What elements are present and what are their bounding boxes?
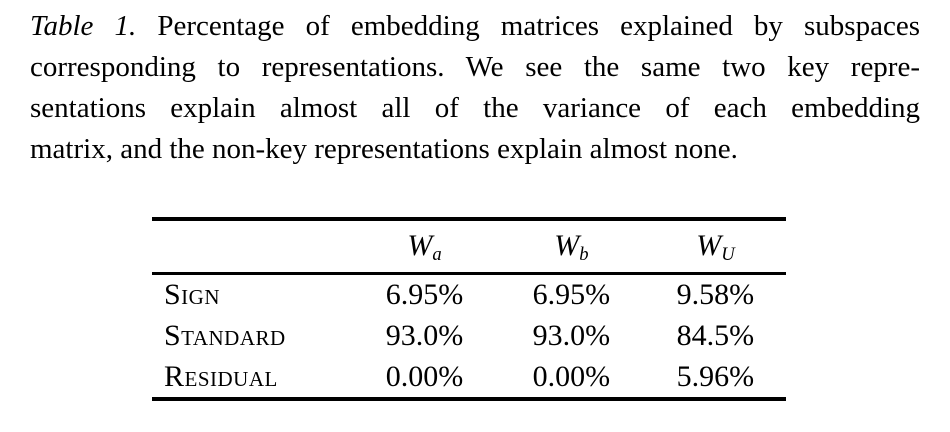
results-table: Wa Wb WU Sign 6.95% 6.95% 9.58% Standard… [152, 217, 786, 401]
cell-standard-wu: 84.5% [676, 319, 755, 352]
column-header-wb: Wb [497, 219, 645, 275]
math-w-subscript: b [579, 244, 589, 266]
cell-residual-wu: 5.96% [676, 360, 755, 393]
cell-residual-wb: 0.00% [532, 360, 611, 393]
row-label-text: Standard [164, 319, 286, 352]
row-label-text: Sign [164, 277, 221, 311]
math-w-base: W [554, 229, 580, 263]
caption-line-1: Table 1. Percentage of embedding matrice… [30, 6, 920, 47]
table-row-sign: Sign 6.95% 6.95% 9.58% [152, 273, 786, 315]
cell-sign-wb: 6.95% [532, 277, 611, 311]
row-label-residual: Residual [152, 357, 351, 399]
caption-line-4: matrix, and the non-key representations … [30, 133, 738, 165]
caption-line-3: sentations explain almost all of the var… [30, 92, 920, 124]
cell-residual-wa: 0.00% [385, 360, 464, 393]
math-w-base: W [407, 229, 433, 263]
row-label-standard: Standard [152, 315, 351, 357]
table-row-standard: Standard 93.0% 93.0% 84.5% [152, 315, 786, 357]
math-w-subscript: U [721, 244, 735, 266]
math-w-subscript: a [432, 244, 442, 266]
row-label-sign: Sign [152, 273, 351, 315]
cell-standard-wa: 93.0% [385, 319, 464, 352]
caption-table-label: Table 1. [30, 10, 137, 42]
cell-sign-wu: 9.58% [676, 277, 755, 311]
column-header-wa: Wa [351, 219, 498, 275]
header-row: Wa Wb WU [152, 219, 786, 275]
cell-sign-wa: 6.95% [385, 277, 464, 311]
cell-standard-wb: 93.0% [532, 319, 611, 352]
caption-line-1-text: Percentage of embedding matrices explain… [157, 10, 920, 42]
caption-line-2: corresponding to representations. We see… [30, 51, 920, 83]
row-label-text: Residual [164, 360, 278, 393]
column-header-wu: WU [644, 219, 786, 275]
table-caption: Table 1. Percentage of embedding matrice… [30, 6, 920, 170]
math-w-base: W [696, 229, 722, 263]
header-empty-cell [152, 219, 352, 275]
table-row-residual: Residual 0.00% 0.00% 5.96% [152, 357, 786, 399]
